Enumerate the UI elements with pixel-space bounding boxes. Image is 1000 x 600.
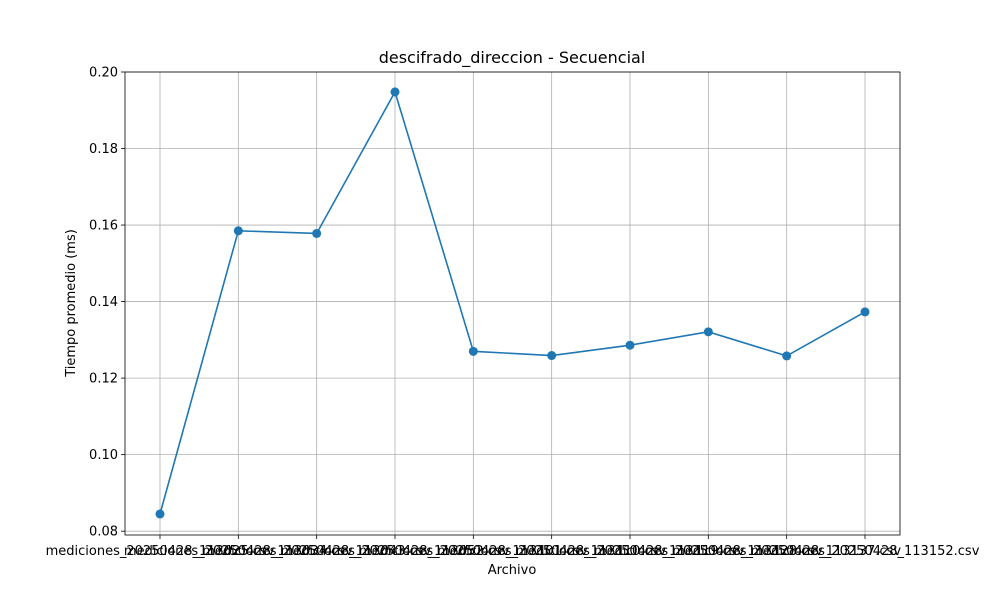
series-group [155,87,870,519]
data-point [860,307,870,317]
data-point [312,228,322,238]
x-tick-label: mediciones_20250428_113119.csv [516,544,745,559]
x-tick-label: mediciones_20250428_113110.csv [437,544,666,559]
x-tick-label: mediciones_20250428_113137.csv [672,544,901,559]
chart-title: descifrado_direccion - Secuencial [379,48,646,68]
data-point [233,226,243,236]
x-axis-label: Archivo [488,563,537,578]
y-tick-label: 0.16 [89,219,118,234]
x-tick-label: mediciones_20250428_113025.csv [46,544,275,559]
data-point [468,346,478,356]
data-point [390,87,400,97]
y-tick-label: 0.10 [89,448,118,463]
data-point [625,340,635,350]
x-tick-label: mediciones_20250428_113034.csv [124,544,353,559]
x-tick-label: mediciones_20250428_113128.csv [594,544,823,559]
x-tick-label: mediciones_20250428_113101.csv [359,544,588,559]
data-point [547,351,557,361]
y-tick-label: 0.18 [89,142,118,157]
plot-frame [124,71,901,536]
y-tick-label: 0.14 [89,295,118,310]
x-axis: mediciones_20250428_113025.csvmediciones… [46,535,980,559]
data-point [155,509,165,519]
x-tick-label: mediciones_20250428_113052.csv [281,544,510,559]
series-line [159,89,866,515]
y-axis: 0.08 0.10 0.12 0.14 0.16 0.18 0.20 [89,66,125,540]
y-axis-label: Tiempo promedio (ms) [64,229,79,378]
grid [125,71,900,535]
data-point [703,327,713,337]
x-tick-label: mediciones_20250428_113043.csv [202,544,431,559]
y-tick-label: 0.20 [89,66,118,81]
y-tick-label: 0.12 [89,372,118,387]
y-tick-label: 0.08 [89,525,118,540]
x-tick-label: mediciones_20250428_113152.csv [751,544,980,559]
data-point [782,351,792,361]
